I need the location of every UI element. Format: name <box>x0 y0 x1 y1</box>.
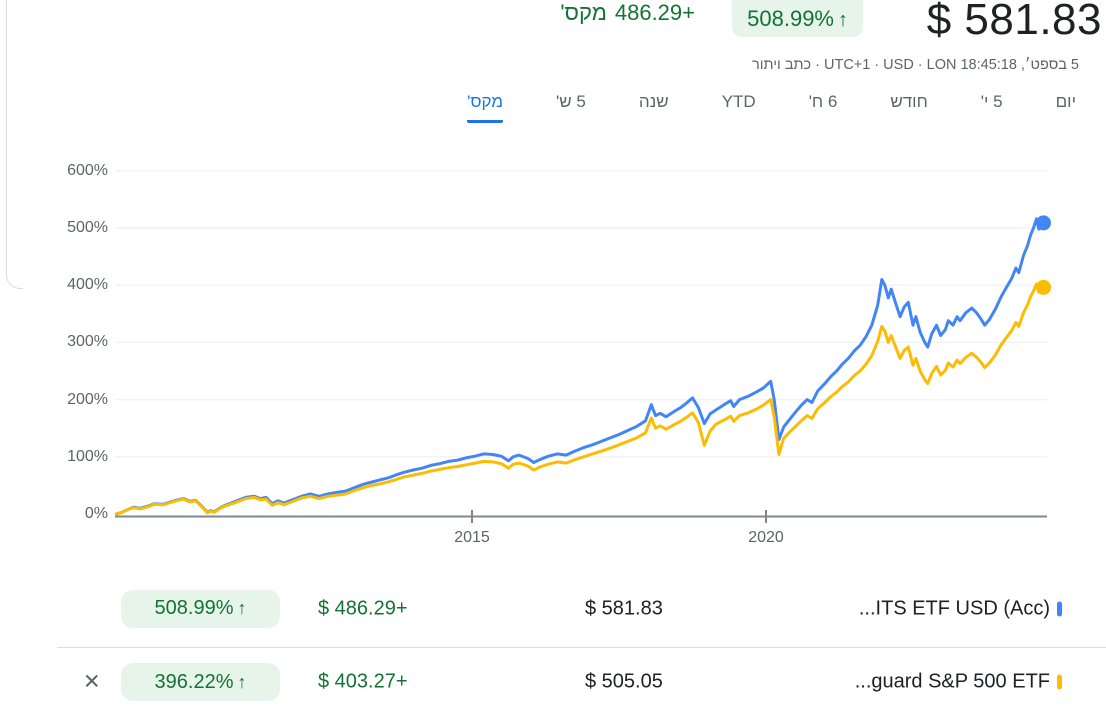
row-divider <box>57 647 1106 648</box>
tab-5-years[interactable]: 5 ש' <box>556 92 586 111</box>
x-axis-label: 2020 <box>748 529 784 546</box>
time-range-tabs: יום 5 י' חודש 6 ח' YTD שנה 5 ש' מקס' <box>467 92 1076 123</box>
dot-separator: · <box>917 57 923 73</box>
y-axis-label: 200% <box>67 390 108 408</box>
row-series-name: ...guard S&P 500 ETF <box>854 670 1050 693</box>
series-color-marker <box>1057 601 1062 616</box>
time-label: 18:45:18 <box>960 57 1017 73</box>
up-arrow-icon: ↑ <box>237 671 247 692</box>
tab-ytd[interactable]: YTD <box>721 92 756 111</box>
total-change-percent-badge: 508.99% ↑ <box>732 0 863 37</box>
row-price: $ 505.05 <box>585 670 663 693</box>
y-axis-label: 500% <box>67 219 108 236</box>
y-axis-label: 100% <box>67 447 108 465</box>
tab-1-year[interactable]: שנה <box>638 92 669 111</box>
tab-1-day[interactable]: יום <box>1055 92 1076 111</box>
row-change-percent: 508.99% <box>154 597 234 619</box>
x-axis-label: 2015 <box>454 529 490 546</box>
y-axis-label: 600% <box>67 161 108 179</box>
price-chart[interactable]: 0% 100% 200% 300% 400% 500% 600% 2015 2020 <box>0 0 1106 560</box>
y-axis-label: 300% <box>67 333 108 351</box>
row-change-amount: $ 486.29+ <box>318 597 408 619</box>
row-change-percent-badge: 508.99% ↑ <box>121 589 280 628</box>
change-percent-value: 508.99% <box>747 6 834 31</box>
exchange-label: LON <box>926 57 957 73</box>
series-color-marker <box>1057 674 1062 690</box>
y-axis-label: 0% <box>84 505 108 522</box>
dot-separator: · <box>874 57 880 73</box>
chart-canvas[interactable] <box>0 0 1106 560</box>
table-row-comparison-etf[interactable]: ✕ 396.22% ↑ $ 403.27+ $ 505.05 ...guard … <box>0 647 1106 717</box>
disclaimer-link[interactable]: כתב ויתור <box>752 57 812 73</box>
row-price: $ 581.83 <box>585 597 663 619</box>
up-arrow-icon: ↑ <box>838 9 848 31</box>
quote-meta-line: 5 בספט׳, 18:45:18 LON · USD · UTC+1 · כת… <box>752 57 1079 73</box>
up-arrow-icon: ↑ <box>237 598 247 618</box>
row-series-name: ...ITS ETF USD (Acc) <box>858 597 1050 619</box>
currency-label: USD <box>883 57 914 73</box>
y-axis-label: 400% <box>67 276 108 294</box>
tab-1-month[interactable]: חודש <box>890 92 928 111</box>
current-price: $ 581.83 <box>926 0 1102 44</box>
tab-6-months[interactable]: 6 ח' <box>808 92 838 111</box>
tab-5-days[interactable]: 5 י' <box>980 92 1003 111</box>
tab-max[interactable]: מקס' <box>467 92 504 123</box>
timezone-label: UTC+1 <box>823 57 871 73</box>
date-label: 5 בספט׳, <box>1020 57 1079 73</box>
row-change-amount: $ 403.27+ <box>318 670 408 693</box>
row-change-percent: 396.22% <box>154 670 234 693</box>
remove-comparison-button[interactable]: ✕ <box>83 670 101 694</box>
change-period-label: מקס' <box>560 0 607 25</box>
table-row-main-etf[interactable]: 508.99% ↑ $ 486.29+ $ 581.83 ...ITS ETF … <box>0 570 1106 647</box>
change-amount-value: 486.29+ <box>614 0 695 25</box>
total-change-amount: 486.29+ מקס' <box>560 0 695 26</box>
row-change-percent-badge: 396.22% ↑ <box>121 663 280 701</box>
dot-separator: · <box>815 57 820 73</box>
